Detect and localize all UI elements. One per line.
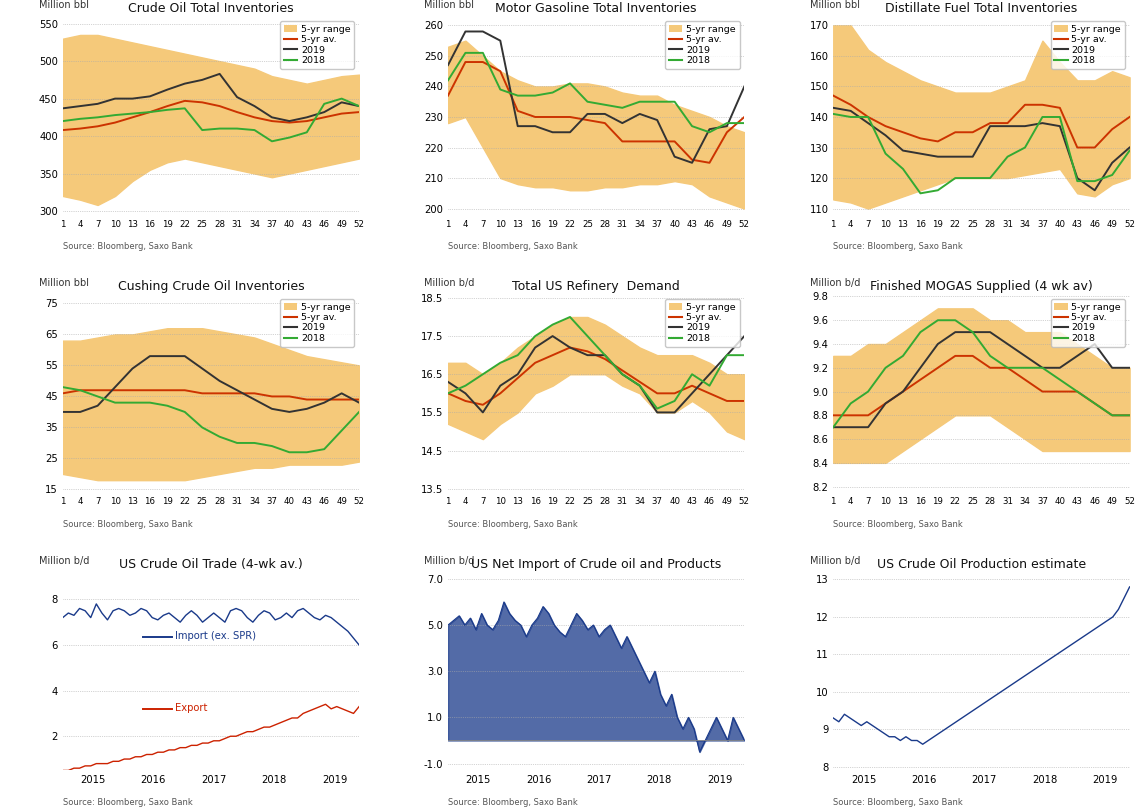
Legend: 5-yr range, 5-yr av., 2019, 2018: 5-yr range, 5-yr av., 2019, 2018 bbox=[1051, 298, 1125, 346]
Text: Source: Bloomberg, Saxo Bank: Source: Bloomberg, Saxo Bank bbox=[63, 242, 193, 251]
Text: Source: Bloomberg, Saxo Bank: Source: Bloomberg, Saxo Bank bbox=[448, 521, 577, 530]
Title: Cushing Crude Oil Inventories: Cushing Crude Oil Inventories bbox=[118, 280, 305, 293]
Legend: 5-yr range, 5-yr av., 2019, 2018: 5-yr range, 5-yr av., 2019, 2018 bbox=[281, 21, 355, 69]
Text: Source: Bloomberg, Saxo Bank: Source: Bloomberg, Saxo Bank bbox=[833, 521, 963, 530]
Text: Million bbl: Million bbl bbox=[39, 0, 89, 11]
Text: Million b/d: Million b/d bbox=[424, 556, 475, 566]
Text: Million bbl: Million bbl bbox=[424, 0, 475, 11]
Text: Source: Bloomberg, Saxo Bank: Source: Bloomberg, Saxo Bank bbox=[833, 242, 963, 251]
Text: Million b/d: Million b/d bbox=[424, 278, 475, 288]
Title: Distillate Fuel Total Inventories: Distillate Fuel Total Inventories bbox=[885, 2, 1077, 15]
Text: Million b/d: Million b/d bbox=[809, 556, 860, 566]
Title: US Net Import of Crude oil and Products: US Net Import of Crude oil and Products bbox=[471, 558, 721, 571]
Text: Million b/d: Million b/d bbox=[39, 556, 89, 566]
Text: Source: Bloomberg, Saxo Bank: Source: Bloomberg, Saxo Bank bbox=[833, 798, 963, 807]
Title: Motor Gasoline Total Inventories: Motor Gasoline Total Inventories bbox=[495, 2, 697, 15]
Legend: 5-yr range, 5-yr av., 2019, 2018: 5-yr range, 5-yr av., 2019, 2018 bbox=[1051, 21, 1125, 69]
Title: US Crude Oil Trade (4-wk av.): US Crude Oil Trade (4-wk av.) bbox=[119, 558, 302, 571]
Title: Finished MOGAS Supplied (4 wk av): Finished MOGAS Supplied (4 wk av) bbox=[871, 280, 1093, 293]
Title: Total US Refinery  Demand: Total US Refinery Demand bbox=[512, 280, 680, 293]
Text: Source: Bloomberg, Saxo Bank: Source: Bloomberg, Saxo Bank bbox=[448, 798, 577, 807]
Text: Source: Bloomberg, Saxo Bank: Source: Bloomberg, Saxo Bank bbox=[63, 521, 193, 530]
Text: Source: Bloomberg, Saxo Bank: Source: Bloomberg, Saxo Bank bbox=[63, 798, 193, 807]
Legend: 5-yr range, 5-yr av., 2019, 2018: 5-yr range, 5-yr av., 2019, 2018 bbox=[665, 298, 739, 346]
Text: Export: Export bbox=[176, 703, 208, 713]
Text: Source: Bloomberg, Saxo Bank: Source: Bloomberg, Saxo Bank bbox=[448, 242, 577, 251]
Legend: 5-yr range, 5-yr av., 2019, 2018: 5-yr range, 5-yr av., 2019, 2018 bbox=[281, 298, 355, 346]
Text: Import (ex. SPR): Import (ex. SPR) bbox=[176, 632, 257, 642]
Title: US Crude Oil Production estimate: US Crude Oil Production estimate bbox=[876, 558, 1086, 571]
Text: Million bbl: Million bbl bbox=[39, 278, 89, 288]
Title: Crude Oil Total Inventories: Crude Oil Total Inventories bbox=[128, 2, 293, 15]
Text: Million bbl: Million bbl bbox=[809, 0, 859, 11]
Legend: 5-yr range, 5-yr av., 2019, 2018: 5-yr range, 5-yr av., 2019, 2018 bbox=[665, 21, 739, 69]
Text: Million b/d: Million b/d bbox=[809, 278, 860, 288]
